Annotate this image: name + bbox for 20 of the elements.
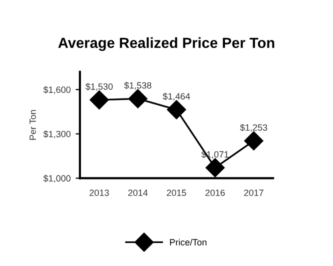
y-axis-title: Per Ton [30, 110, 36, 140]
point [90, 90, 109, 110]
data-label: $1,530 [86, 83, 113, 91]
point [206, 158, 225, 178]
x-tick-label: 2014 [128, 190, 148, 196]
y-tick-label: $1,000 [43, 174, 71, 183]
x-tick-label: 2015 [166, 190, 186, 196]
y-tick-label: $1,300 [43, 130, 71, 138]
data-label: $1,464 [162, 92, 190, 101]
x-tick-label: 2017 [244, 190, 264, 196]
legend-label: Price/Ton [170, 238, 206, 246]
data-label: $1,538 [124, 82, 152, 90]
x-tick-label: 2016 [206, 190, 225, 196]
point [244, 131, 264, 150]
point [128, 89, 148, 108]
point [166, 100, 186, 120]
x-tick-label: 2013 [90, 190, 109, 196]
data-label: $1,253 [240, 124, 268, 132]
chart-title: Average Realized Price Per Ton [58, 37, 274, 51]
y-tick-label: $1,600 [43, 86, 71, 94]
